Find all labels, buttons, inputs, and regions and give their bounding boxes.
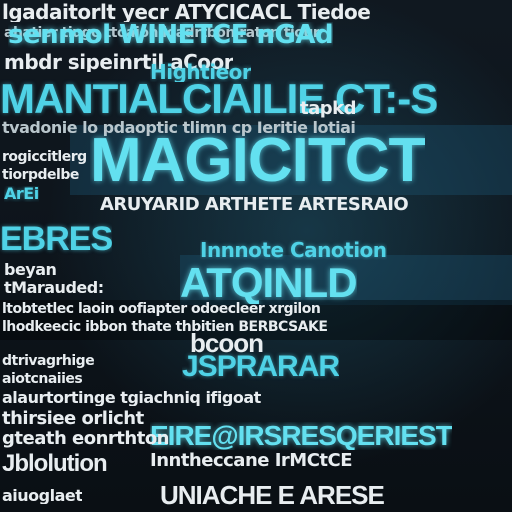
texture-line: ahatier tiugo ttoaion ioadrtbon raton ti… (4, 26, 320, 40)
collage-text: tapkd (300, 100, 356, 118)
collage-text: senmol WINETCE nGAd (8, 22, 334, 48)
texture-line: dtrivagrhige (2, 354, 95, 368)
texture-line: aiotcnaiies (2, 372, 83, 386)
collage-text: MAGICITCT (90, 130, 426, 192)
texture-line: tiorpdelbe (2, 168, 79, 182)
collage-text: mbdr sipeinrtil aCoor (4, 52, 234, 72)
texture-line: thirsiee orlicht (2, 410, 144, 428)
collage-text: MANTIALCIAILIE CT:-S (0, 78, 438, 120)
tint-band (180, 255, 512, 305)
texture-line: ltobtetlec laoin oofiapter odoecleer xrg… (2, 302, 321, 316)
collage-text: Jblolution (2, 452, 107, 476)
collage-text: lgadaitorlt yecr ATYCICACL Tiedoe (2, 2, 371, 22)
texture-line: aiuoglaet (2, 488, 83, 504)
texture-line: lhodkeecic ibbon thate thbitien BERBCSAK… (2, 320, 328, 334)
collage-text: EIRE@IRSRESQERIEST (150, 422, 452, 450)
texture-line: Inntheccane IrMCtCE (150, 452, 353, 470)
collage-text: EBRES (0, 222, 113, 256)
texture-line: beyan (4, 262, 57, 278)
texture-line: tvadonie lo pdaoptic tlimn cp Ieritie lo… (2, 120, 356, 136)
texture-line: gteath eonrthton (2, 430, 169, 448)
texture-line: alaurtortinge tgiachniq ifigoat (2, 390, 261, 406)
collage-text: ArEi (4, 186, 39, 202)
texture-line: tMarauded: (4, 280, 104, 296)
texture-line: Hightieor (150, 62, 252, 82)
shadow-band (0, 300, 512, 340)
collage-text: bcoon (190, 330, 263, 356)
collage-text: ARUYARID ARTHETE ARTESRAIO (100, 196, 409, 214)
tint-band (70, 125, 512, 195)
collage-text: ATQINLD (180, 262, 357, 304)
collage-text: JSPRARAR (182, 352, 340, 382)
collage-text: UNIACHE E ARESE (160, 482, 384, 508)
collage-text: Innnote Canotion (200, 240, 387, 260)
texture-line: rogiccitlerg (2, 150, 87, 164)
